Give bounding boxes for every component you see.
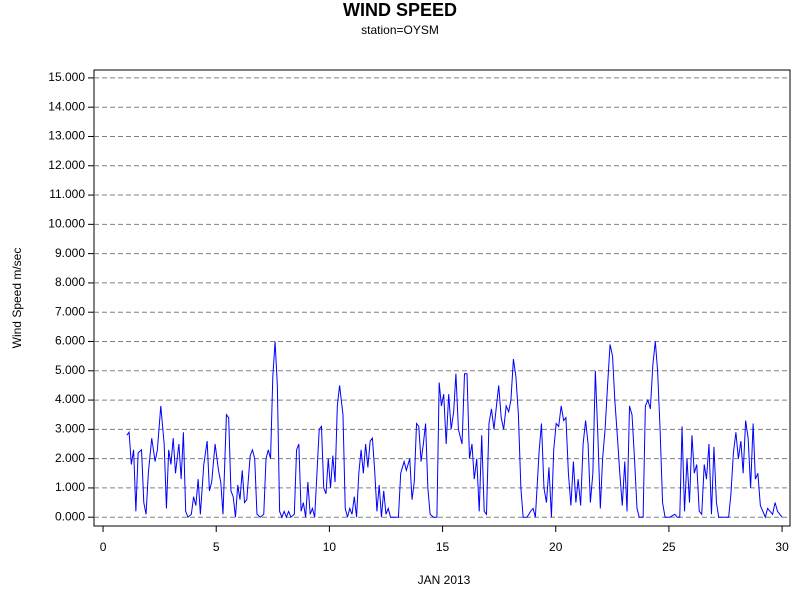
x-tick-label: 0 [100,540,107,554]
chart-title: WIND SPEED [343,0,457,20]
y-tick-label: 2.000 [55,451,85,465]
x-tick-label: 5 [213,540,220,554]
y-tick-label: 9.000 [55,246,85,260]
x-tick-label: 15 [436,540,450,554]
chart-subtitle: station=OYSM [361,23,439,37]
x-tick-label: 20 [549,540,563,554]
y-tick-label: 1.000 [55,480,85,494]
y-tick-label: 7.000 [55,304,85,318]
y-tick-label: 10.000 [48,217,85,231]
y-tick-label: 4.000 [55,392,85,406]
y-tick-label: 11.000 [49,187,85,201]
y-tick-label: 8.000 [55,275,85,289]
y-tick-label: 3.000 [55,422,85,436]
y-tick-label: 14.000 [48,99,85,113]
x-tick-label: 25 [662,540,676,554]
y-tick-label: 12.000 [48,158,85,172]
y-tick-label: 13.000 [48,129,85,143]
y-tick-label: 0.000 [55,509,85,523]
plot-frame [93,69,791,527]
data-line [126,341,783,519]
x-tick-label: 30 [775,540,789,554]
y-tick-label: 6.000 [55,334,85,348]
y-tick-label: 5.000 [55,363,85,377]
x-tick-label: 10 [323,540,337,554]
y-tick-label: 15.000 [48,70,85,84]
y-axis-label: Wind Speed m/sec [10,248,24,349]
x-axis-label: JAN 2013 [418,573,471,587]
